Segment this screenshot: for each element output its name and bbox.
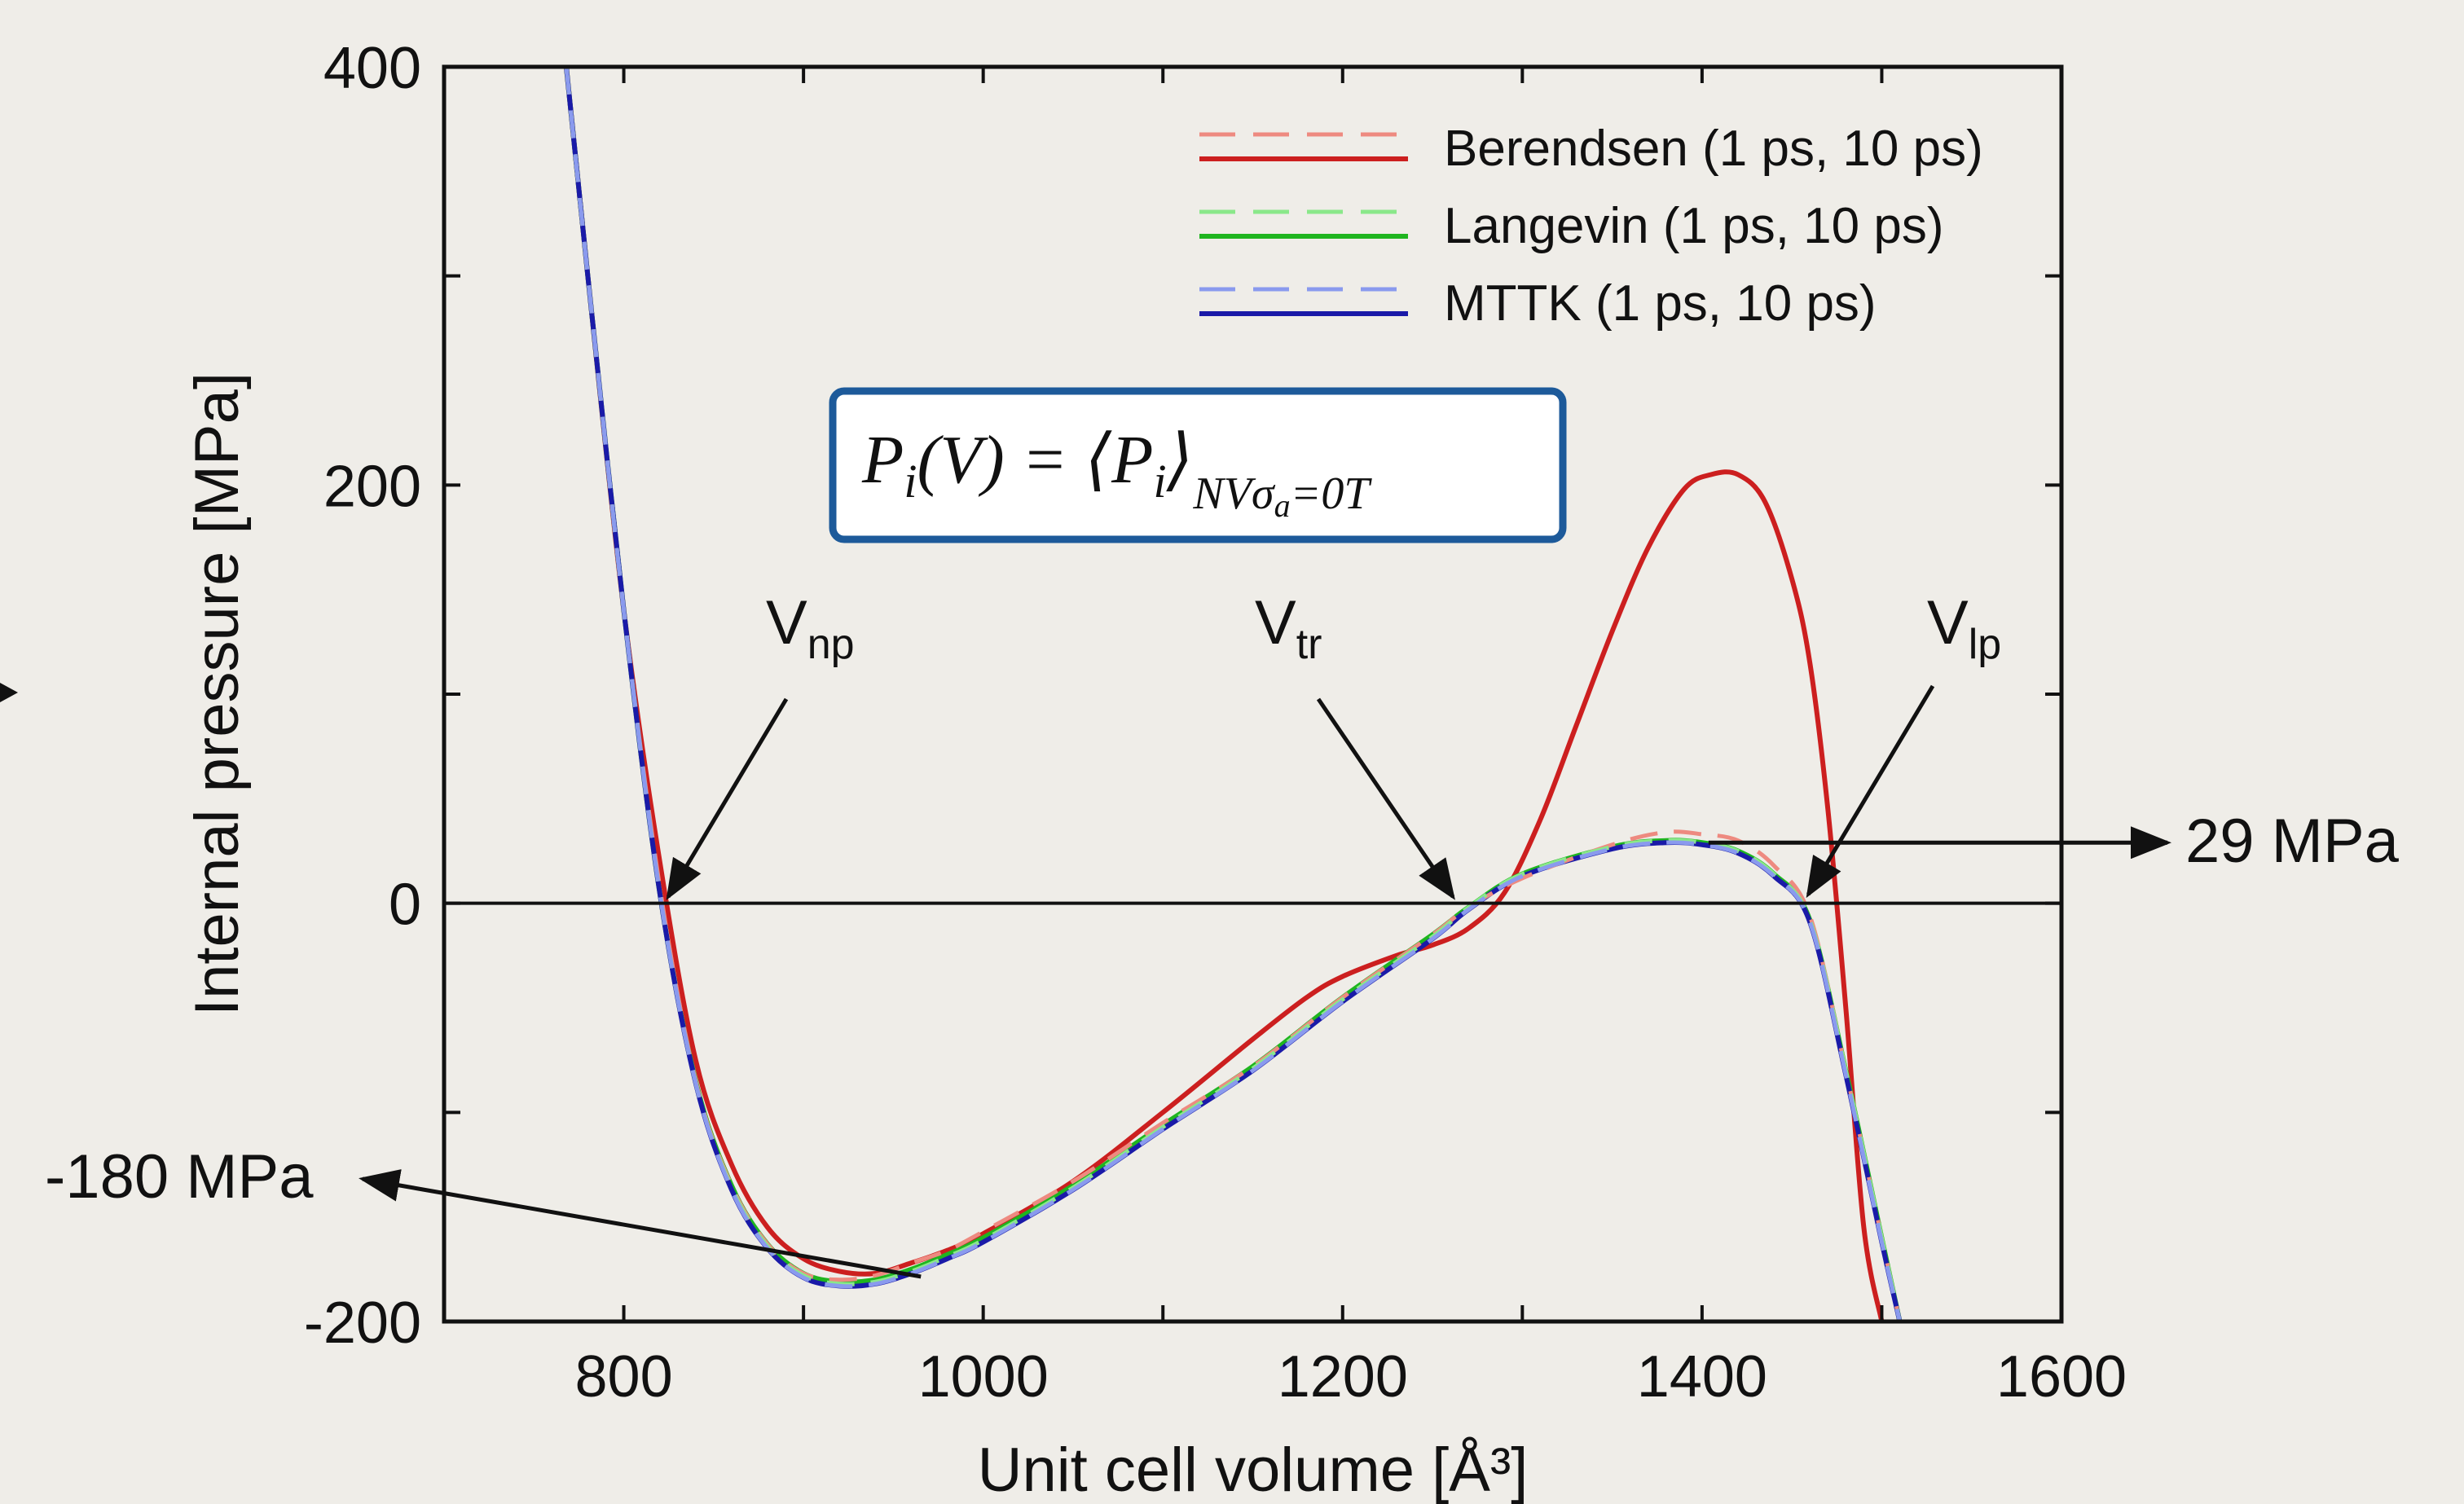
arrow-vnp: [666, 697, 789, 900]
annotation-vnp: Vnp: [766, 588, 855, 668]
y-tick-label: 200: [323, 454, 421, 519]
annotation-vtr: Vtr: [1255, 588, 1322, 668]
x-tick-label: 800: [574, 1344, 672, 1409]
x-axis-title: Unit cell volume [Å³]: [978, 1436, 1529, 1504]
y-tick-label: -200: [304, 1291, 421, 1356]
legend: Berendsen (1 ps, 10 ps) Langevin (1 ps, 1…: [1199, 121, 1983, 332]
annotation-layer: Vnp Vtr Vlp 29 MPa -180 MPa: [45, 588, 2400, 1279]
y-axis-title: Internal pressure [MPa]: [183, 372, 252, 1016]
series-line-3: [564, 67, 1902, 1321]
annotation-vlp: Vlp: [1927, 588, 2001, 668]
series-line-2: [564, 67, 1903, 1321]
formula: Pi(V) = ⟨Pi⟩NVσa=0T: [861, 422, 1372, 524]
x-tick-label: 1000: [918, 1344, 1049, 1409]
plot-frame: [442, 64, 2064, 1324]
arrow-minus180mpa: [359, 1169, 922, 1279]
series-line-0: [564, 67, 1885, 1321]
series-line-1: [564, 67, 1902, 1321]
tick-layer: 800 1000 1200 1400 1600 -200 0 200 400: [304, 36, 2127, 1409]
legend-label: Langevin (1 ps, 10 ps): [1444, 198, 1944, 254]
series-line-4: [564, 67, 1903, 1321]
legend-label: Berendsen (1 ps, 10 ps): [1444, 121, 1983, 177]
y-tick-label: 0: [389, 873, 421, 938]
edge-arrow-fragment: [0, 683, 18, 702]
arrow-vtr: [1316, 697, 1455, 900]
x-tick-label: 1200: [1278, 1344, 1408, 1409]
x-tick-label: 1400: [1637, 1344, 1767, 1409]
legend-label: MTTK (1 ps, 10 ps): [1444, 275, 1877, 332]
x-tick-label: 1600: [1996, 1344, 2127, 1409]
arrow-vlp: [1806, 684, 1935, 899]
annotation-29mpa: 29 MPa: [2185, 807, 2400, 876]
series-line-5: [564, 67, 1902, 1321]
y-tick-label: 400: [323, 36, 421, 101]
annotation-minus180mpa: -180 MPa: [45, 1142, 314, 1212]
series-layer: [564, 67, 1903, 1321]
formula-box: [829, 387, 1567, 543]
